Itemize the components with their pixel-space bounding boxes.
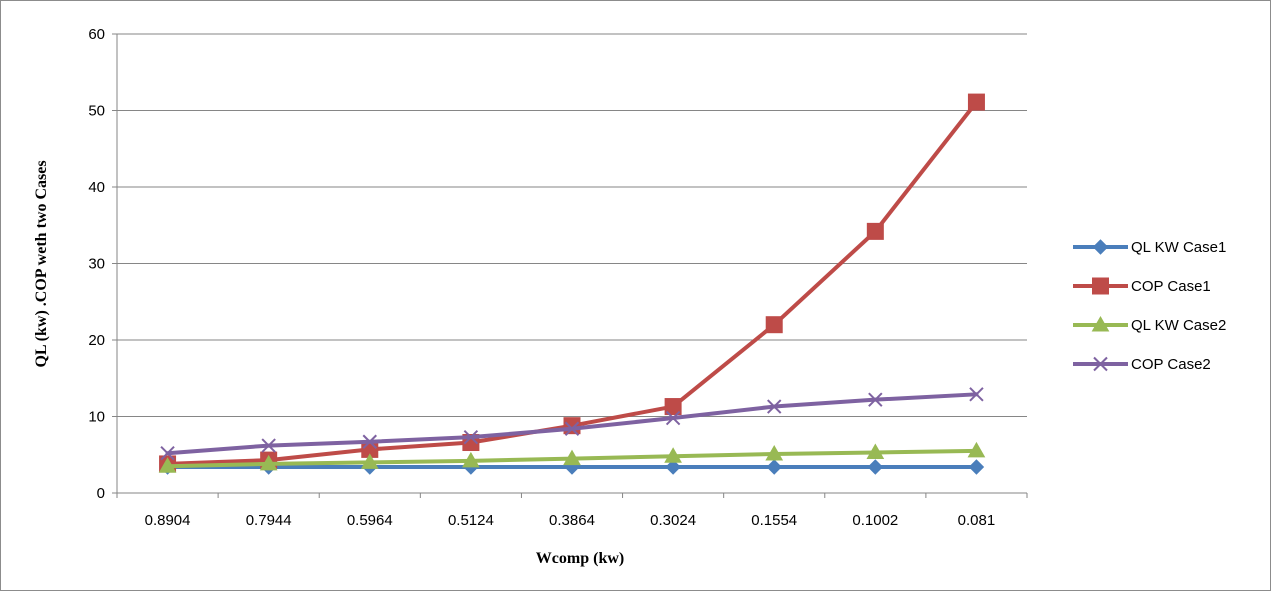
series-1-point [665,459,681,475]
series-4-point [665,410,681,426]
series-2-point [563,417,581,435]
y-tick-label: 30 [88,256,105,273]
y-tick-label: 50 [88,103,105,120]
x-tick-label: 0.3864 [549,512,595,529]
series-2-point [866,222,884,240]
series-2-point [967,93,985,111]
x-tick-label: 0.7944 [246,512,292,529]
series-4-point [362,434,377,449]
x-tick-label: 0.5964 [347,512,393,529]
y-tick-label: 0 [97,485,105,502]
x-tick-label: 0.081 [958,512,996,529]
series-3-point [866,443,885,459]
series-3-point [259,454,278,471]
x-tick-label: 0.5124 [448,512,494,529]
series-3-point [664,447,682,463]
series-1-point [968,459,985,475]
legend-marker [1092,277,1109,295]
x-tick-label: 0.1002 [852,512,898,529]
series-2-line [165,100,979,466]
series-1-point [766,459,782,475]
y-tick-label: 10 [88,409,105,426]
series-3-point [765,444,784,461]
series-4-point [160,446,175,461]
legend-marker [1092,239,1109,255]
series-1-point [867,459,884,475]
series-4-point [969,387,984,402]
series-3 [158,441,986,473]
legend-marker [1093,356,1108,372]
series-4-point [261,438,276,453]
series-2 [159,93,985,473]
series-3-point [158,457,177,473]
legend-label: QL KW Case1 [1131,239,1226,256]
gridlines [117,33,1027,417]
series-4 [160,387,984,461]
y-tick-label: 40 [88,179,105,196]
x-tick-label: 0.3024 [650,512,696,529]
series-3-point [360,453,379,469]
series-layer [158,93,986,475]
y-tick-label: 20 [88,332,105,349]
legend-item: QL KW Case2 [1073,315,1226,334]
series-3-point [967,441,986,458]
series-4-point [564,421,580,436]
legend-item: QL KW Case1 [1073,239,1226,256]
legend-marker [1091,315,1110,332]
series-4-point [767,399,782,414]
legend-item: COP Case2 [1073,356,1211,373]
series-3-point [563,449,581,466]
series-4-point [463,429,479,445]
y-axis-title: QL (kw) .COP weth two Cases [33,160,50,367]
legend-label: COP Case1 [1131,278,1211,295]
axes: 0 10 20 30 40 50 60 0.8904 0.7944 0.5964 0.5124 0.3… [88,26,1028,529]
legend-label: COP Case2 [1131,356,1211,373]
series-4-point [868,392,883,407]
series-2-point [765,316,783,334]
x-tick-label: 0.1554 [751,512,797,529]
series-3-point [462,451,480,468]
legend-item: COP Case1 [1073,277,1211,295]
y-tick-label: 60 [88,26,105,43]
legend: QL KW Case1 COP Case1 QL KW Case2 COP Case2 [1073,239,1226,373]
x-tick-label: 0.8904 [145,512,191,529]
x-axis-title: Wcomp (kw) [536,550,624,567]
series-2-point [664,398,682,416]
legend-label: QL KW Case2 [1131,317,1226,334]
